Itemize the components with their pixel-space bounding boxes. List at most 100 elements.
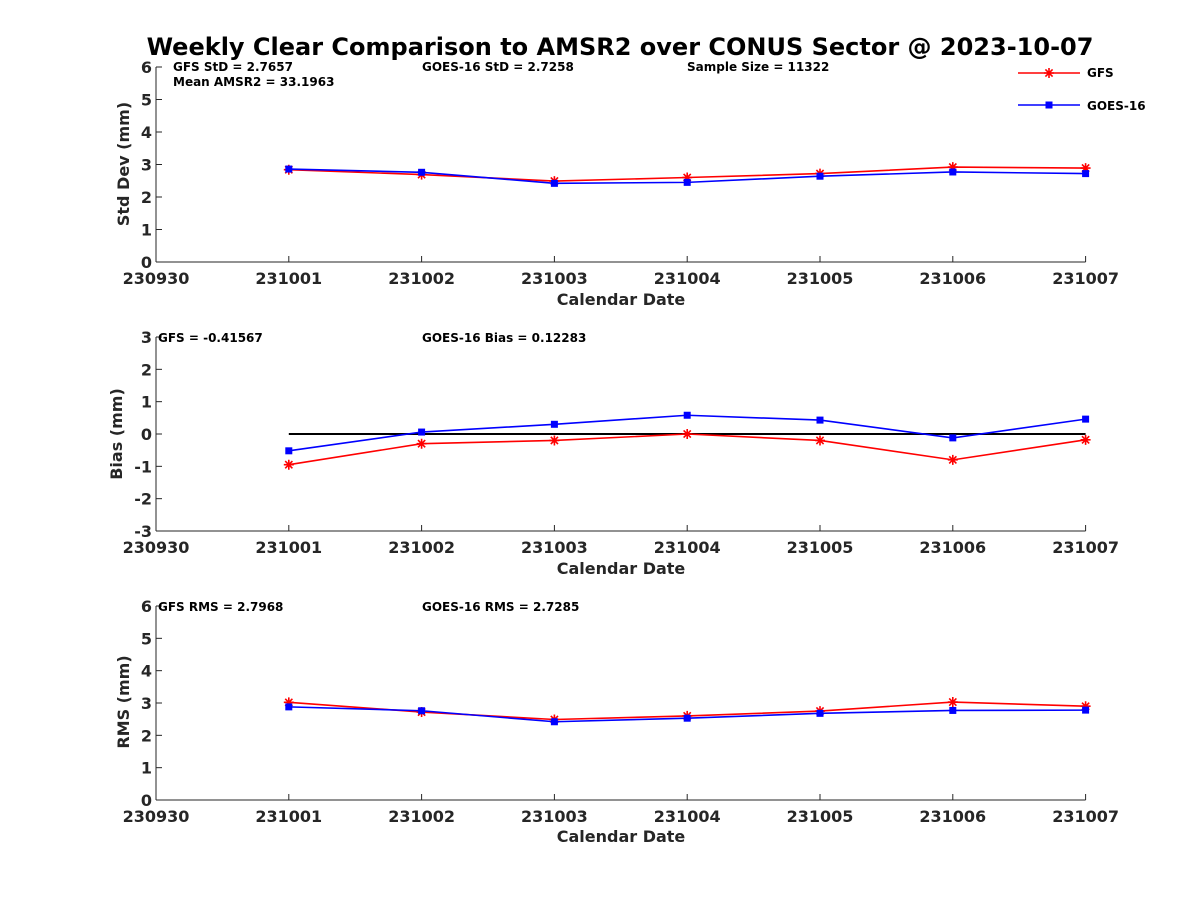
x-tick-label: 231007 (1052, 538, 1119, 557)
x-tick-label: 231005 (787, 269, 854, 288)
y-tick-label: 0 (141, 425, 152, 444)
x-tick-label: 231002 (388, 538, 455, 557)
data-point-gfs (549, 435, 560, 446)
legend-marker-goes16 (1045, 101, 1053, 109)
data-point-gfs (947, 162, 958, 173)
legend-label-goes16: GOES-16 (1087, 99, 1146, 113)
annotation-sample-size: Sample Size = 11322 (687, 60, 829, 74)
x-tick-label: 231003 (521, 538, 588, 557)
data-point-goes-16 (1082, 415, 1090, 423)
y-tick-label: 2 (141, 188, 152, 207)
x-tick-label: 230930 (123, 538, 190, 557)
x-tick-label: 231006 (919, 538, 986, 557)
x-tick-label: 231005 (787, 538, 854, 557)
x-ticks: 230930 231001 231002 231003 231004 231005 2310… (123, 794, 1119, 826)
y-axis-label: Bias (mm) (107, 388, 126, 480)
annotation-goes16-rms: GOES-16 RMS = 2.7285 (422, 600, 579, 614)
x-tick-label: 231004 (654, 807, 721, 826)
y-axis-label: RMS (mm) (114, 655, 133, 748)
annotation-goes16-bias: GOES-16 Bias = 0.12283 (422, 331, 586, 345)
data-point-goes-16 (285, 165, 293, 173)
x-axis-label: Calendar Date (557, 559, 686, 578)
x-tick-label: 231001 (255, 269, 322, 288)
y-tick-label: 0 (141, 253, 152, 272)
x-tick-label: 231007 (1052, 269, 1119, 288)
y-ticks: 0 1 2 3 4 5 6 (141, 58, 162, 272)
data-point-gfs (1080, 434, 1091, 445)
x-tick-label: 231004 (654, 269, 721, 288)
data-point-gfs (1080, 701, 1091, 712)
legend-label-gfs: GFS (1087, 66, 1114, 80)
x-tick-label: 230930 (123, 807, 190, 826)
y-tick-label: 5 (141, 91, 152, 110)
y-tick-label: 2 (141, 726, 152, 745)
data-point-goes-16 (683, 411, 691, 419)
y-tick-label: 3 (141, 694, 152, 713)
y-ticks: -3 -2 -1 0 1 2 3 (134, 328, 162, 541)
x-axis-label: Calendar Date (557, 827, 686, 846)
y-tick-label: -1 (134, 457, 152, 476)
x-tick-label: 231006 (919, 269, 986, 288)
x-tick-label: 231007 (1052, 807, 1119, 826)
x-tick-label: 231001 (255, 807, 322, 826)
data-point-gfs (416, 438, 427, 449)
y-tick-label: 1 (141, 221, 152, 240)
data-point-gfs (947, 697, 958, 708)
data-point-goes-16 (683, 178, 691, 186)
y-tick-label: -3 (134, 522, 152, 541)
series-group (283, 411, 1091, 470)
data-point-gfs (283, 459, 294, 470)
data-point-goes-16 (816, 172, 824, 180)
chart-title: Weekly Clear Comparison to AMSR2 over CO… (147, 33, 1094, 61)
data-point-goes-16 (418, 168, 426, 176)
y-tick-label: 6 (141, 597, 152, 616)
y-ticks: 0 1 2 3 4 5 6 (141, 597, 162, 810)
y-tick-label: 3 (141, 156, 152, 175)
data-point-goes-16 (949, 706, 957, 714)
legend-marker-symbol-gfs (1044, 68, 1054, 78)
legend-entry-gfs: GFS (1018, 66, 1114, 80)
panel-bias: -3 -2 -1 0 1 2 3 230930 231001 231002 231003 23100… (107, 328, 1119, 578)
x-tick-label: 231005 (787, 807, 854, 826)
data-point-gfs (815, 435, 825, 446)
y-tick-label: 4 (141, 123, 152, 142)
y-axis-label: Std Dev (mm) (114, 102, 133, 226)
data-point-goes-16 (418, 707, 426, 715)
data-point-gfs (682, 172, 693, 183)
data-point-goes-16 (949, 168, 957, 176)
legend-marker-gfs (1044, 68, 1054, 78)
x-ticks: 230930 231001 231002 231003 231004 231005 2310… (123, 525, 1119, 557)
data-point-goes-16 (1082, 706, 1090, 714)
data-point-goes-16 (285, 703, 293, 711)
legend: GFS GOES-16 (1018, 66, 1146, 113)
y-tick-label: 0 (141, 791, 152, 810)
legend-entry-goes16: GOES-16 (1018, 99, 1146, 113)
data-point-gfs (1080, 163, 1091, 174)
y-tick-label: 2 (141, 360, 152, 379)
x-axis-label: Calendar Date (557, 290, 686, 309)
x-tick-label: 230930 (123, 269, 190, 288)
x-tick-label: 231006 (919, 807, 986, 826)
y-tick-label: 5 (141, 629, 152, 648)
series-group (283, 162, 1091, 187)
x-tick-label: 231003 (521, 807, 588, 826)
data-point-goes-16 (418, 428, 426, 436)
x-tick-label: 231003 (521, 269, 588, 288)
y-tick-label: 1 (141, 393, 152, 412)
y-tick-label: 4 (141, 662, 152, 681)
x-tick-label: 231002 (388, 269, 455, 288)
data-point-gfs (283, 697, 294, 708)
x-tick-label: 231002 (388, 807, 455, 826)
annotation-gfs-std: GFS StD = 2.7657 (173, 60, 293, 74)
x-tick-label: 231001 (255, 538, 322, 557)
annotation-mean-amsr2: Mean AMSR2 = 33.1963 (173, 75, 334, 89)
data-point-gfs (947, 454, 958, 465)
data-point-goes-16 (550, 420, 558, 428)
x-tick-label: 231004 (654, 538, 721, 557)
data-point-goes-16 (816, 709, 824, 717)
legend-marker-symbol-goes-16 (1045, 101, 1053, 109)
data-point-gfs (682, 429, 693, 439)
